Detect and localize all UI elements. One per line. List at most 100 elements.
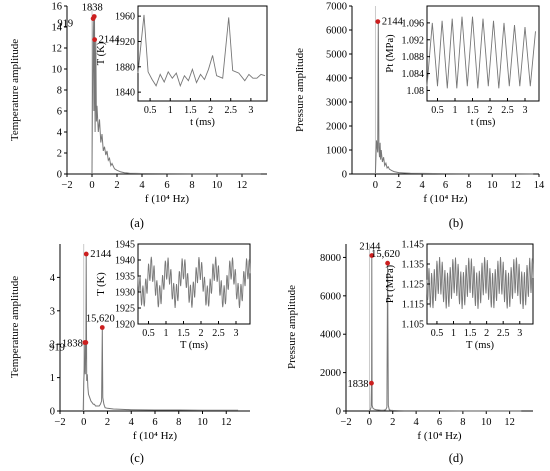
inset-x-tick-label: 0.5 — [142, 328, 155, 339]
x-tick-label: 0 — [89, 180, 94, 191]
y-tick-label: 7000 — [326, 2, 347, 13]
inset-x-tick-label: 1 — [164, 328, 169, 339]
peak-label: 1838 — [62, 339, 83, 350]
y-tick-label: 4000 — [326, 74, 347, 85]
x-tick-label: 4 — [129, 417, 135, 428]
y-tick-label: 0 — [50, 407, 55, 418]
inset-y-tick-label: 1.084 — [402, 69, 425, 80]
inset-y-tick-label: 1.135 — [402, 260, 425, 271]
y-tick-label: 12 — [52, 44, 63, 55]
inset-x-tick-label: 3 — [234, 328, 239, 339]
peak-marker — [369, 380, 374, 386]
x-tick-label: 12 — [221, 417, 232, 428]
x-tick-label: 14 — [534, 180, 545, 191]
inset-x-tick-label: 3 — [248, 105, 253, 116]
inset-y-tick-label: 1920 — [115, 37, 135, 48]
inset-x-tick-label: 0.5 — [431, 328, 444, 339]
y-tick-label: 2 — [57, 149, 62, 160]
inset-y-tick-label: 1.088 — [402, 52, 425, 63]
inset-frame — [137, 5, 268, 102]
x-tick-label: 0 — [367, 417, 372, 428]
inset-x-tick-label: 1.5 — [184, 105, 197, 116]
x-axis-label: f (10⁴ Hz) — [423, 193, 467, 205]
peak-label: 919 — [49, 343, 65, 354]
x-tick-label: 4 — [139, 180, 145, 191]
y-tick-label: 5000 — [326, 50, 347, 61]
inset-x-tick-label: 3 — [523, 105, 528, 116]
inset-y-label: T (K) — [96, 41, 107, 65]
y-tick-label: 2 — [50, 340, 55, 351]
inset-x-tick-label: 3 — [517, 328, 522, 339]
y-axis-label: Pressure amplitude — [286, 285, 298, 369]
peak-marker — [83, 251, 89, 257]
y-axis-label: Temperature amplitude — [9, 276, 21, 378]
inset-y-tick-label: 1880 — [115, 62, 135, 73]
inset-y-tick-label: 1.125 — [402, 280, 425, 291]
inset-x-tick-label: 0.5 — [431, 105, 444, 116]
panel-caption: (a) — [130, 216, 144, 230]
inset-c: 1920 1925 1930 1935 1940 1945 0.5 1 1.5 2 2.5 3 T (m… — [96, 240, 251, 351]
x-tick-label: 6 — [152, 417, 157, 428]
series-line — [82, 253, 239, 412]
y-tick-label: 6 — [57, 107, 62, 118]
peak-label: 2144 — [90, 249, 112, 260]
x-tick-label: 12 — [237, 180, 248, 191]
x-tick-label: −2 — [61, 180, 72, 191]
inset-x-tick-label: 2.5 — [224, 105, 237, 116]
x-tick-label: 8 — [176, 417, 181, 428]
y-tick-label: 16 — [52, 2, 63, 13]
inset-y-tick-label: 1840 — [115, 88, 135, 99]
inset-x-label: t (ms) — [471, 117, 496, 128]
x-tick-label: 8 — [466, 180, 471, 191]
series-line — [374, 21, 534, 175]
peak-marker — [99, 325, 105, 330]
series-line — [91, 16, 261, 175]
inset-x-label: T (ms) — [466, 340, 495, 351]
x-tick-label: 0 — [373, 180, 378, 191]
peak-marker — [385, 260, 391, 266]
peak-label: 15,620 — [86, 314, 115, 325]
x-tick-label: 2 — [396, 180, 401, 191]
y-tick-label: 10 — [52, 65, 63, 76]
x-tick-label: 8 — [460, 417, 465, 428]
inset-x-tick-label: 2 — [488, 105, 493, 116]
inset-x-tick-label: 0.5 — [144, 105, 157, 116]
x-tick-label: 12 — [504, 417, 515, 428]
inset-x-tick-label: 2 — [199, 328, 204, 339]
peak-label: 919 — [57, 19, 73, 30]
x-tick-label: 2 — [105, 417, 110, 428]
inset-y-tick-label: 1.105 — [402, 320, 425, 331]
x-tick-label: 10 — [197, 417, 208, 428]
peak-marker — [369, 253, 375, 258]
y-axis-label: Temperature amplitude — [9, 39, 21, 141]
x-tick-label: 8 — [189, 180, 194, 191]
y-tick-label: 14 — [52, 23, 63, 34]
peak-label: 2144 — [99, 35, 121, 46]
inset-series-line — [137, 14, 266, 88]
y-tick-label: 4 — [57, 128, 63, 139]
series-line — [368, 255, 522, 412]
x-tick-label: 6 — [437, 417, 442, 428]
peak-marker — [92, 37, 98, 42]
x-axis-label: f (10⁴ Hz) — [417, 430, 461, 442]
inset-y-label: Pt (MPa) — [385, 34, 396, 73]
peak-label: 1838 — [347, 379, 368, 390]
inset-b: 1.08 1.084 1.088 1.092 1.096 0.5 1 1.5 2 2.5 3 t (m… — [385, 5, 540, 128]
y-tick-label: 2000 — [326, 122, 347, 133]
panel-caption: (b) — [449, 216, 464, 230]
peak-marker — [83, 340, 89, 345]
y-tick-label: 4 — [50, 273, 56, 284]
y-tick-label: 8 — [57, 86, 62, 97]
x-tick-label: 4 — [420, 180, 426, 191]
x-tick-label: 0 — [81, 417, 86, 428]
peak-label: 15,620 — [371, 249, 400, 260]
inset-series-line — [137, 256, 251, 309]
inset-y-tick-label: 1.096 — [402, 18, 425, 29]
inset-x-tick-label: 2.5 — [497, 328, 510, 339]
x-tick-label: 2 — [390, 417, 395, 428]
x-tick-label: −2 — [340, 417, 351, 428]
inset-x-tick-label: 2.5 — [501, 105, 514, 116]
inset-a: 1840 1880 1920 1960 0.5 1 1.5 2 2.5 3 t (ms) T (K) — [96, 5, 268, 128]
inset-y-tick-label: 1940 — [115, 256, 135, 267]
